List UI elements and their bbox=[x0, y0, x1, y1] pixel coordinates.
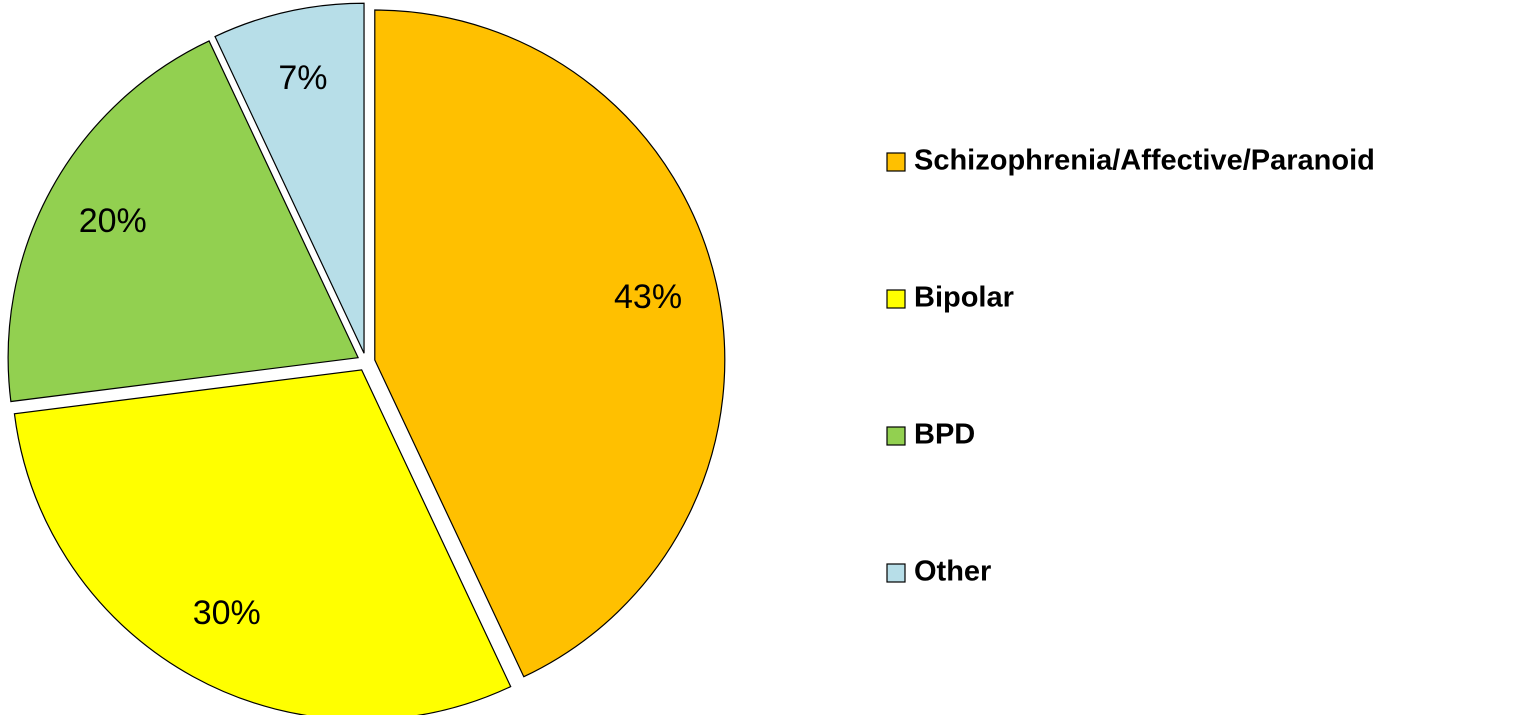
pie-slice bbox=[374, 9, 726, 678]
pie-slice bbox=[214, 2, 365, 354]
legend-label: Bipolar bbox=[914, 282, 1014, 314]
slice-label: 7% bbox=[278, 59, 327, 97]
slice-label: 43% bbox=[614, 278, 682, 316]
slice-label: 30% bbox=[193, 594, 261, 632]
pie-slice bbox=[7, 40, 360, 403]
legend-label: BPD bbox=[914, 419, 975, 451]
pie-slice bbox=[13, 369, 512, 715]
legend-label: Schizophrenia/Affective/Paranoid bbox=[914, 145, 1375, 177]
legend-label: Other bbox=[914, 556, 991, 588]
legend-swatch bbox=[886, 426, 906, 446]
legend-swatch bbox=[886, 152, 906, 172]
slice-label: 20% bbox=[79, 202, 147, 240]
legend-swatch bbox=[886, 289, 906, 309]
legend-swatch bbox=[886, 563, 906, 583]
